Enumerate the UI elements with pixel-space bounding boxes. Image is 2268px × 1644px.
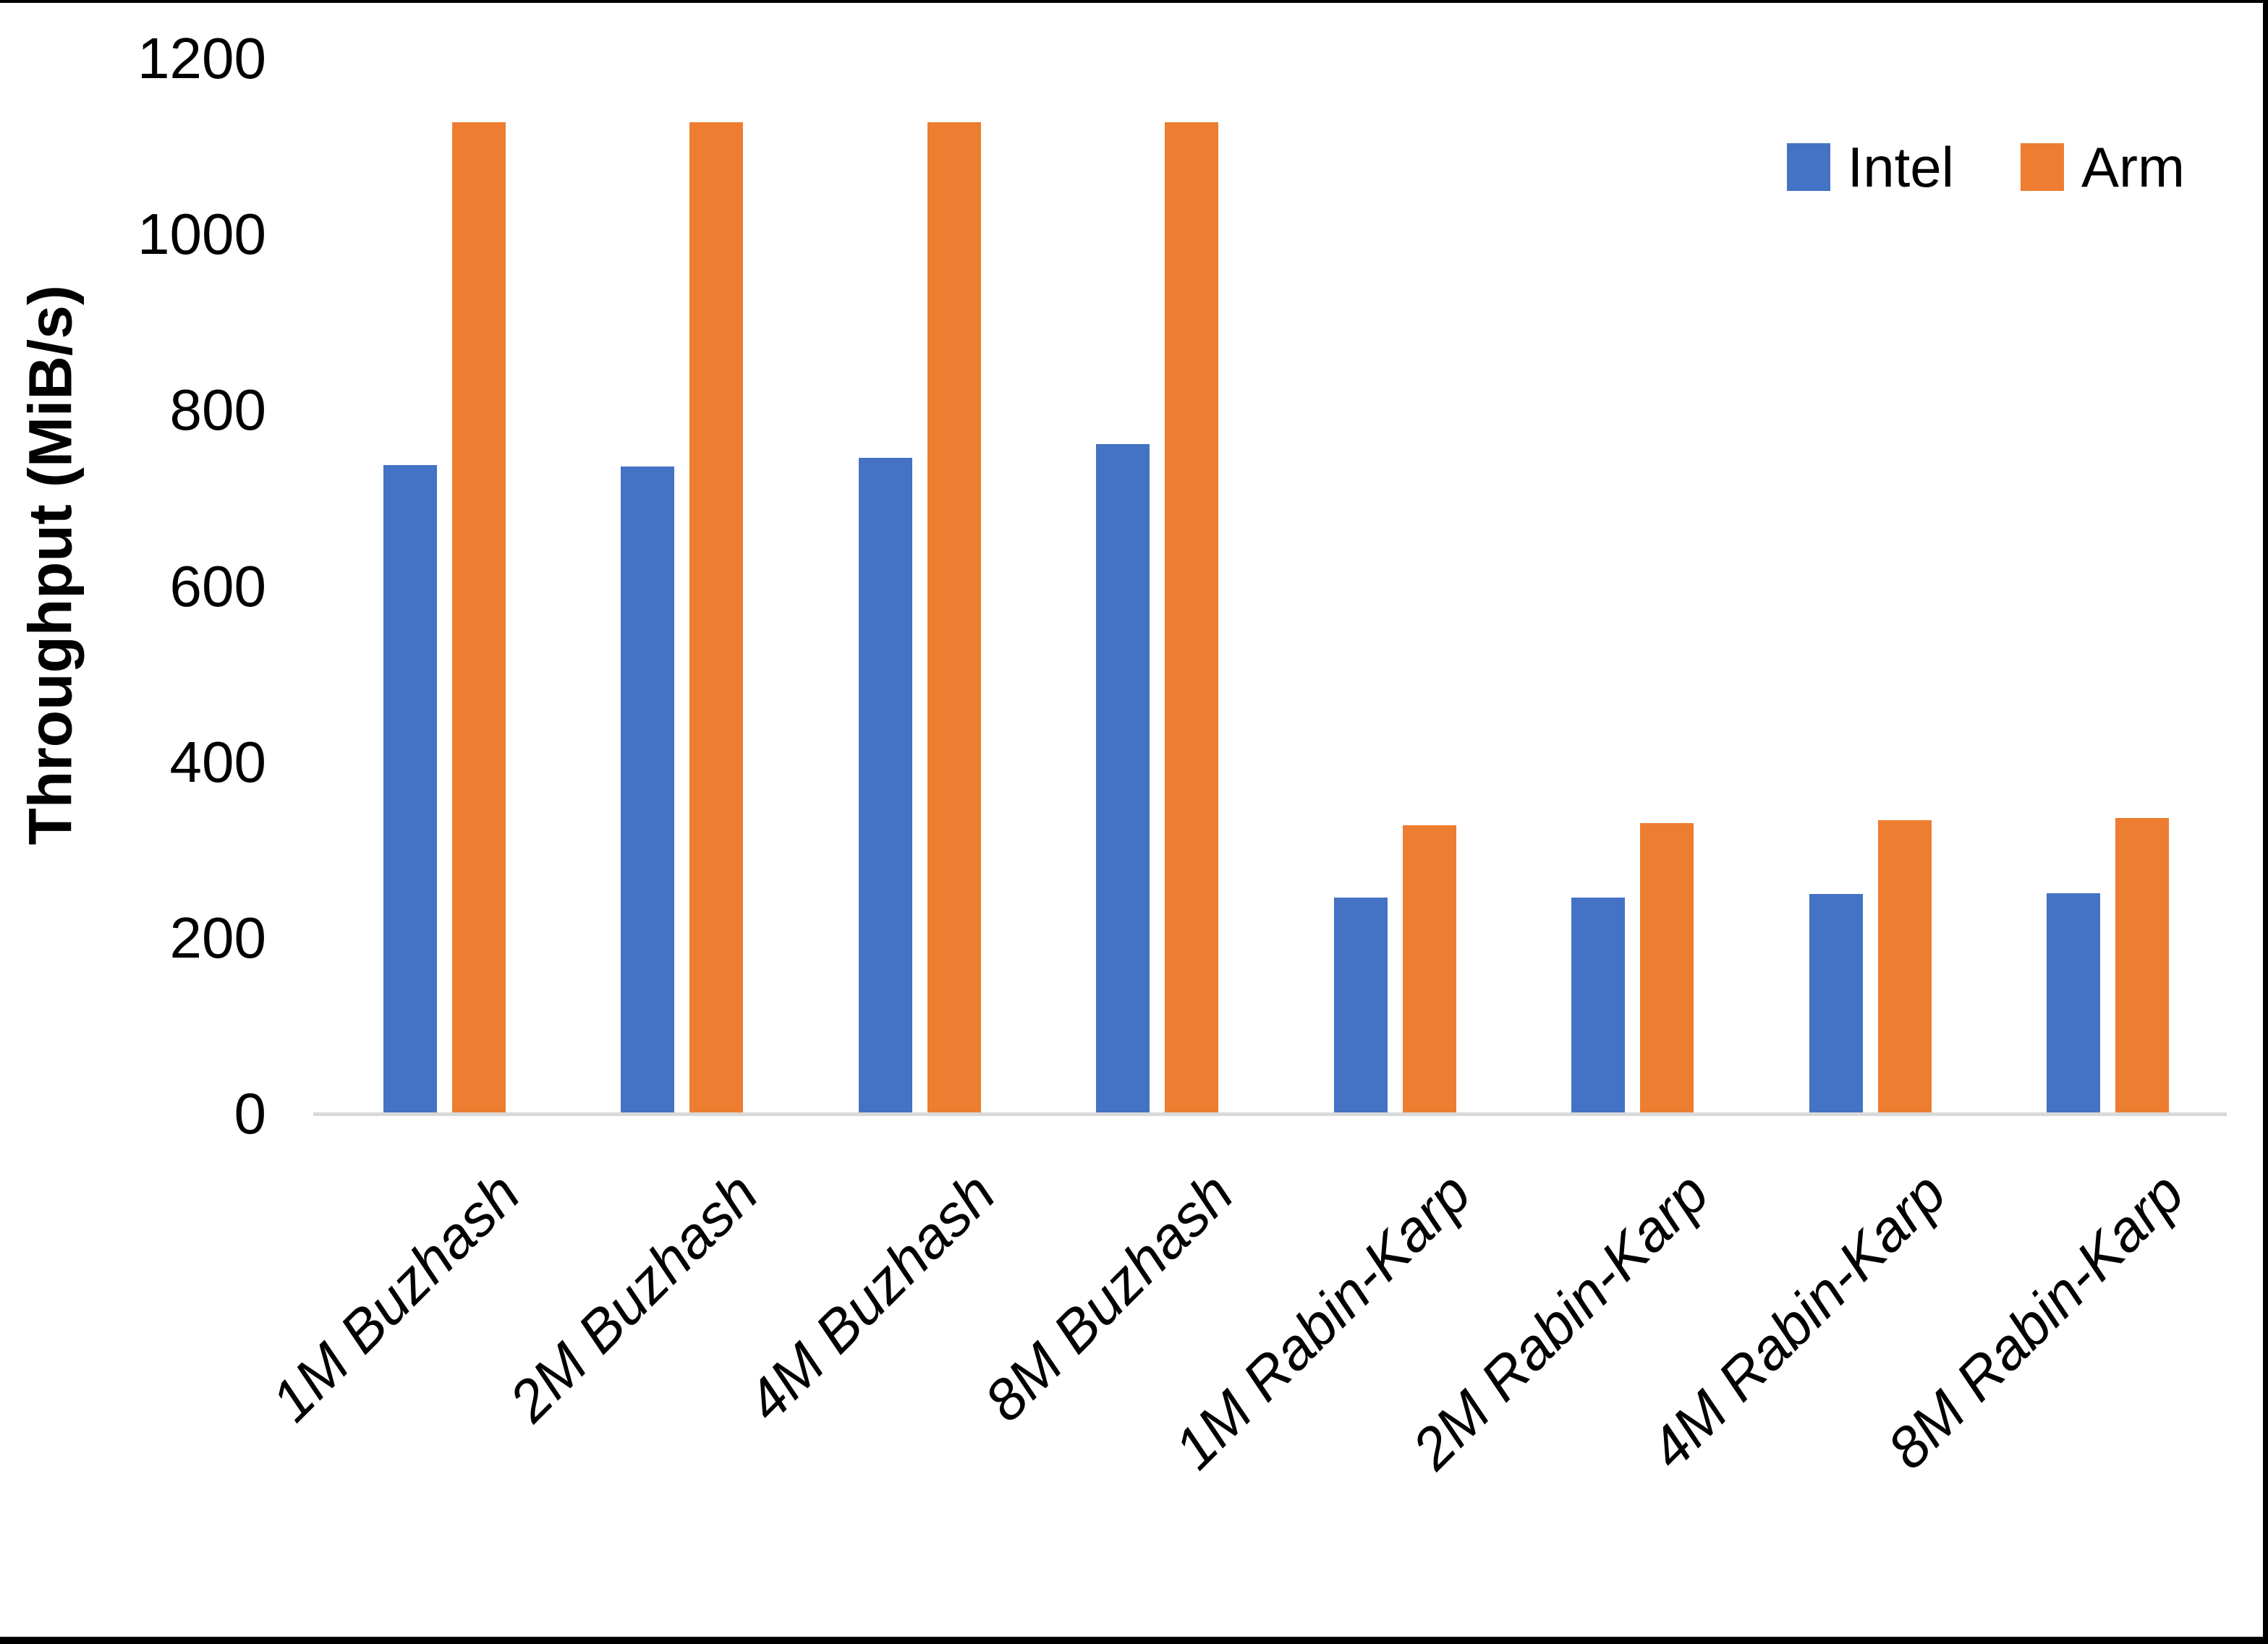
bar-arm-4m-rabin-karp	[1877, 819, 1932, 1114]
legend-label-arm: Arm	[2081, 135, 2185, 199]
bar-intel-1m-buzhash	[383, 464, 437, 1114]
legend-item-intel: Intel	[1786, 135, 1955, 199]
y-tick-label-200: 200	[169, 905, 266, 970]
legend-label-intel: Intel	[1847, 135, 1955, 199]
y-tick-label-800: 800	[169, 378, 266, 443]
bar-intel-1m-rabin-karp	[1333, 897, 1388, 1114]
plot-area	[326, 59, 2227, 1114]
y-tick-label-1000: 1000	[137, 202, 266, 267]
bar-intel-4m-buzhash	[858, 458, 912, 1114]
y-tick-label-400: 400	[169, 729, 266, 794]
legend-item-arm: Arm	[2021, 139, 2185, 195]
x-tick-label-2m-buzhash: 2M Buzhash	[496, 1160, 770, 1434]
x-tick-label-4m-buzhash: 4M Buzhash	[734, 1160, 1008, 1434]
bar-arm-1m-rabin-karp	[1402, 825, 1456, 1114]
bar-intel-2m-buzhash	[621, 467, 675, 1114]
y-tick-label-600: 600	[169, 553, 266, 618]
bar-intel-2m-rabin-karp	[1571, 897, 1626, 1114]
bar-arm-1m-buzhash	[451, 122, 506, 1114]
x-tick-label-1m-buzhash: 1M Buzhash	[259, 1160, 532, 1434]
bar-intel-8m-rabin-karp	[2047, 893, 2101, 1114]
bar-arm-8m-rabin-karp	[2115, 818, 2170, 1114]
legend-swatch-intel	[1786, 143, 1830, 191]
bar-arm-4m-buzhash	[927, 122, 981, 1114]
bar-intel-4m-rabin-karp	[1809, 894, 1863, 1114]
figure-border-bottom	[0, 1637, 2268, 1644]
figure-border-right	[2263, 0, 2268, 1644]
y-tick-label-0: 0	[234, 1081, 267, 1146]
x-axis-line	[313, 1112, 2227, 1116]
x-tick-label-8m-buzhash: 8M Buzhash	[972, 1160, 1246, 1434]
figure-border-top	[0, 0, 2268, 3]
legend-swatch-arm	[2021, 143, 2065, 191]
bar-intel-8m-buzhash	[1096, 443, 1150, 1114]
legend: Intel Arm	[1786, 135, 2185, 199]
bar-arm-2m-rabin-karp	[1640, 822, 1694, 1114]
bar-arm-2m-buzhash	[689, 122, 744, 1114]
y-tick-label-1200: 1200	[137, 26, 266, 90]
bar-arm-8m-buzhash	[1165, 122, 1219, 1114]
